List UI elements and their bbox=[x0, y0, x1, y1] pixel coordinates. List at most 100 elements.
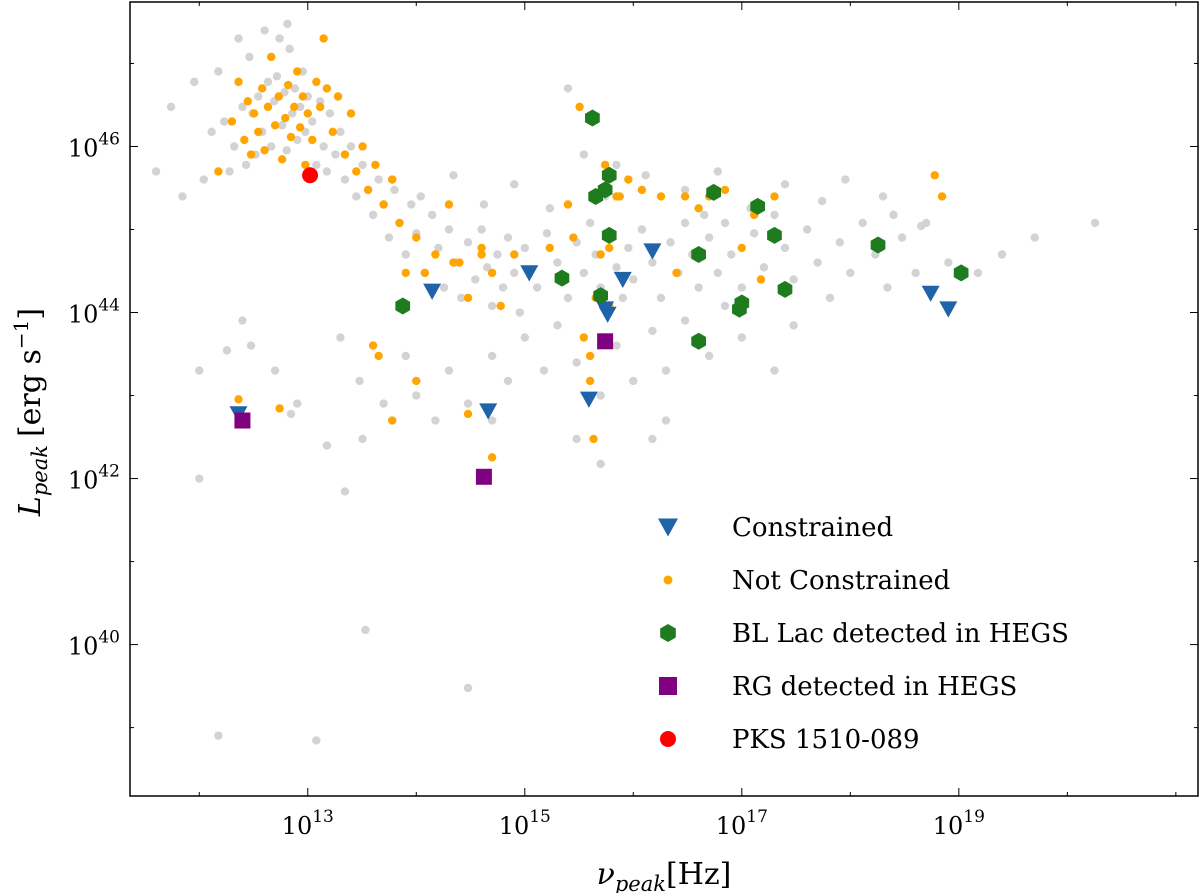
y-axis-title-unit: [erg s bbox=[13, 349, 48, 437]
not_constrained-point bbox=[249, 109, 259, 118]
background-point bbox=[897, 233, 907, 242]
background-point bbox=[285, 44, 294, 54]
not_constrained-point bbox=[449, 258, 458, 267]
not_constrained-point bbox=[624, 175, 633, 184]
background-point bbox=[510, 268, 519, 278]
not_constrained-point bbox=[243, 97, 252, 106]
background-point bbox=[449, 171, 458, 180]
background-point bbox=[817, 196, 827, 206]
background-point bbox=[770, 210, 779, 220]
background-point bbox=[493, 250, 502, 259]
background-point bbox=[238, 316, 247, 325]
background-point bbox=[520, 333, 529, 342]
background-point bbox=[346, 142, 356, 151]
not_constrained-point bbox=[322, 84, 332, 93]
background-point bbox=[384, 233, 394, 242]
legend-label-rg: RG detected in HEGS bbox=[732, 672, 1017, 702]
x-axis-title: νpeak[Hz] bbox=[597, 857, 732, 893]
background-point bbox=[770, 366, 779, 375]
series-pks bbox=[302, 167, 319, 184]
background-point bbox=[195, 366, 204, 375]
background-point bbox=[207, 127, 216, 137]
y-tick-exp: 44 bbox=[98, 296, 120, 316]
not_constrained-point bbox=[388, 416, 397, 425]
bl_lac-point bbox=[953, 264, 969, 282]
x-tick-label: 1017 bbox=[716, 807, 768, 840]
constrained-point bbox=[520, 265, 539, 282]
background-point bbox=[431, 416, 440, 425]
y-tick-exp: 40 bbox=[98, 628, 120, 648]
background-point bbox=[283, 19, 292, 29]
x-axis-title-sub: peak bbox=[615, 872, 666, 893]
not_constrained-point bbox=[281, 113, 290, 123]
bl_lac-point bbox=[554, 269, 570, 287]
background-point bbox=[340, 487, 350, 496]
background-point bbox=[789, 275, 798, 284]
not_constrained-point bbox=[463, 293, 473, 303]
not_constrained-point bbox=[444, 200, 454, 209]
background-point bbox=[917, 221, 926, 231]
not_constrained-point bbox=[358, 142, 367, 151]
background-point bbox=[515, 308, 525, 317]
background-point bbox=[325, 109, 335, 118]
not_constrained-point bbox=[412, 376, 421, 386]
background-point bbox=[457, 293, 466, 303]
background-point bbox=[563, 84, 573, 93]
background-point bbox=[713, 167, 722, 176]
background-point bbox=[648, 434, 657, 444]
legend-label-pks: PKS 1510-089 bbox=[732, 725, 920, 755]
background-point bbox=[713, 268, 722, 278]
not_constrained-point bbox=[286, 132, 296, 142]
background-point bbox=[374, 175, 383, 184]
background-point bbox=[572, 358, 581, 367]
not_constrained-point bbox=[283, 80, 293, 90]
bl_lac-point bbox=[691, 332, 706, 350]
bl_lac-point bbox=[767, 226, 782, 244]
background-point bbox=[308, 117, 317, 126]
background-point bbox=[407, 200, 416, 209]
background-point bbox=[412, 391, 421, 400]
y-axis-title-unit-exp: −1 bbox=[9, 320, 33, 349]
background-point bbox=[656, 293, 666, 303]
not_constrained-point bbox=[295, 123, 305, 132]
rg-point bbox=[234, 412, 251, 429]
background-point bbox=[737, 283, 747, 292]
background-point bbox=[727, 250, 736, 259]
not_constrained-point bbox=[455, 258, 464, 267]
y-tick-exp: 42 bbox=[98, 462, 120, 482]
background-point bbox=[629, 275, 638, 284]
data-marks bbox=[151, 19, 1100, 745]
background-point bbox=[312, 736, 321, 745]
background-point bbox=[498, 283, 508, 292]
bl_lac-point bbox=[750, 197, 766, 215]
bl_lac-point bbox=[777, 280, 793, 298]
constrained-point bbox=[939, 301, 958, 318]
x-tick-base: 10 bbox=[499, 812, 530, 840]
x-axis-title-main: ν bbox=[597, 857, 615, 892]
background-point bbox=[254, 92, 263, 101]
background-point bbox=[434, 243, 443, 253]
background-point bbox=[293, 135, 302, 145]
not_constrained-point bbox=[301, 160, 310, 170]
background-point bbox=[618, 293, 627, 303]
not_constrained-point bbox=[589, 434, 598, 444]
not_constrained-point bbox=[756, 275, 766, 284]
background-point bbox=[444, 366, 454, 375]
background-point bbox=[266, 142, 276, 151]
not_constrained-point bbox=[315, 102, 325, 112]
legend-marker-pks bbox=[660, 731, 676, 747]
constrained-point bbox=[613, 271, 632, 289]
background-point bbox=[553, 258, 562, 267]
rg-point bbox=[475, 468, 492, 485]
background-point bbox=[579, 268, 589, 278]
background-point bbox=[246, 341, 256, 350]
background-point bbox=[889, 210, 898, 220]
background-point bbox=[780, 243, 790, 253]
background-point bbox=[973, 268, 983, 278]
y-tick-label: 1044 bbox=[68, 296, 120, 329]
not_constrained-point bbox=[487, 453, 497, 462]
background-point bbox=[545, 204, 554, 213]
bl_lac-point bbox=[691, 245, 706, 263]
not_constrained-point bbox=[246, 150, 256, 159]
background-point bbox=[532, 283, 542, 292]
